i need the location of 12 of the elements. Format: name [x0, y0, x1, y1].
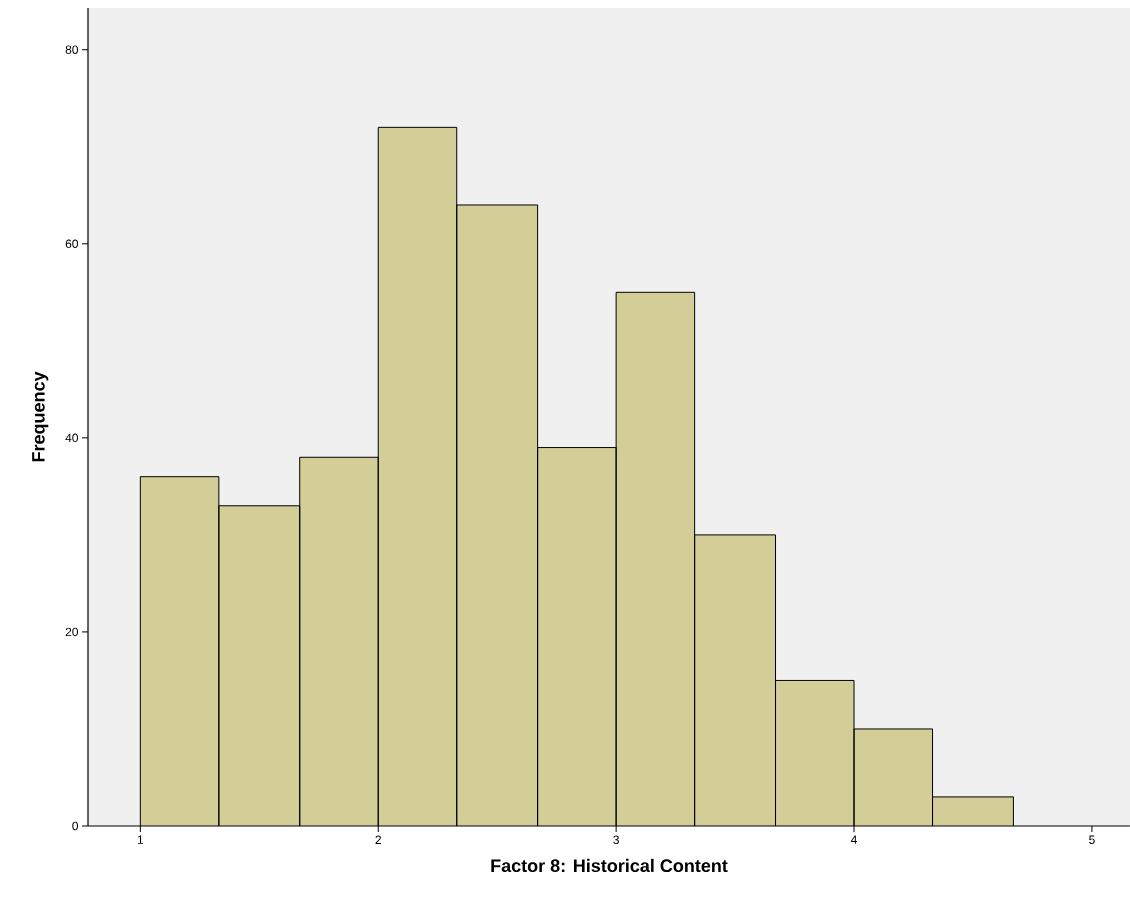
- y-tick-label: 80: [65, 45, 79, 54]
- x-axis-title: Factor 8: Historical Content: [491, 858, 728, 873]
- y-tick-label: 0: [72, 821, 79, 831]
- x-tick-label: 5: [1089, 835, 1095, 844]
- x-tick-label: 1: [137, 835, 144, 844]
- y-tick-label: 40: [65, 433, 79, 443]
- y-tick-label: 20: [65, 627, 79, 637]
- x-tick-label: 4: [850, 835, 858, 844]
- y-axis-title: Frequency: [32, 371, 49, 462]
- x-tick-label: 3: [613, 835, 619, 845]
- x-tick-label: 2: [375, 835, 381, 844]
- y-tick-label: 60: [65, 239, 79, 249]
